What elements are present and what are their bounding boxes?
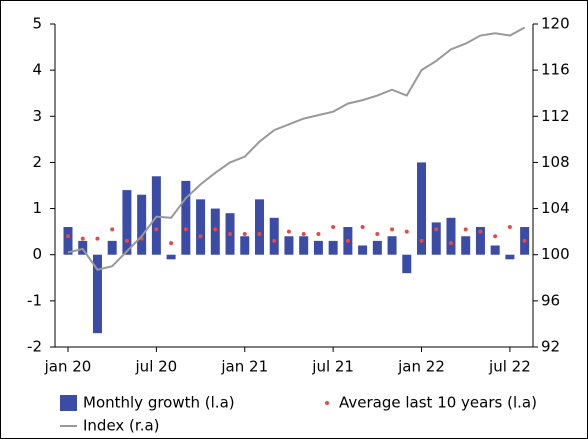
dot: [507, 225, 512, 230]
bar: [196, 199, 206, 255]
y-tick-label: 0: [32, 245, 42, 263]
bar: [254, 199, 264, 255]
bar: [387, 236, 397, 255]
bar: [284, 236, 294, 255]
y-tick-label: 1: [32, 199, 42, 217]
dot: [183, 227, 188, 232]
dot: [169, 241, 174, 246]
y-tick-label: 5: [32, 15, 42, 33]
dot: [331, 225, 336, 230]
y2-tick-label: 120: [541, 15, 570, 33]
bar: [122, 190, 132, 255]
dot: [345, 238, 350, 243]
bar: [372, 240, 382, 255]
dot: [80, 236, 85, 241]
y2-tick-label: 112: [541, 107, 570, 125]
dot: [316, 231, 321, 236]
bar: [490, 245, 500, 255]
dot: [154, 227, 159, 232]
bar: [461, 236, 471, 255]
dot: [228, 231, 233, 236]
index-line: [67, 26, 526, 271]
x-tick-label: jan 21: [220, 358, 268, 376]
bar: [78, 240, 88, 255]
legend-swatch: [325, 401, 329, 405]
dot: [272, 238, 277, 243]
y2-tick-label: 108: [541, 153, 570, 171]
y-tick-label: -1: [27, 291, 42, 309]
dot: [522, 238, 527, 243]
dot: [404, 229, 409, 234]
bar: [63, 227, 73, 255]
dot: [375, 231, 380, 236]
bar: [151, 176, 161, 255]
x-tick-label: jul 22: [488, 358, 531, 376]
bar: [107, 240, 117, 255]
y2-tick-label: 100: [541, 245, 570, 263]
bar: [446, 217, 456, 255]
dot: [434, 227, 439, 232]
dot: [110, 227, 115, 232]
dot: [213, 227, 218, 232]
y2-tick-label: 116: [541, 61, 570, 79]
y-tick-label: 2: [32, 153, 42, 171]
dot: [242, 231, 247, 236]
y-tick-label: -2: [27, 338, 42, 356]
bar: [402, 254, 412, 274]
legend-label: Monthly growth (l.a): [83, 394, 235, 412]
dot: [124, 238, 129, 243]
bar: [475, 227, 485, 255]
dot: [360, 225, 365, 230]
bar: [181, 180, 191, 255]
dot: [493, 234, 498, 239]
bar: [92, 254, 102, 334]
y2-tick-label: 104: [541, 199, 570, 217]
dot: [419, 238, 424, 243]
y2-tick-label: 96: [541, 291, 560, 309]
bar: [431, 222, 441, 255]
dot: [286, 229, 291, 234]
y-tick-label: 3: [32, 107, 42, 125]
bar: [417, 162, 427, 255]
legend-label: Index (r.a): [83, 417, 160, 435]
x-tick-label: jul 20: [135, 358, 178, 376]
dot: [198, 234, 203, 239]
bar: [328, 240, 338, 255]
dot: [301, 231, 306, 236]
dot: [448, 241, 453, 246]
bar: [210, 208, 220, 255]
bar: [137, 194, 147, 255]
bar: [299, 236, 309, 255]
dot: [95, 236, 100, 241]
x-tick-label: jan 20: [44, 358, 92, 376]
bar: [269, 217, 279, 255]
x-tick-label: jul 21: [311, 358, 354, 376]
legend-swatch: [60, 395, 77, 411]
x-tick-label: jan 22: [397, 358, 445, 376]
bar: [505, 254, 515, 260]
dot: [257, 231, 262, 236]
bar: [166, 254, 176, 260]
y-tick-label: 4: [32, 61, 42, 79]
bar: [240, 236, 250, 255]
dot: [463, 227, 468, 232]
dot: [66, 234, 70, 239]
legend-label: Average last 10 years (l.a): [339, 394, 537, 412]
dot: [478, 229, 483, 234]
dot: [390, 227, 395, 232]
y2-tick-label: 92: [541, 338, 560, 356]
bar: [313, 240, 323, 255]
bar: [358, 245, 368, 255]
